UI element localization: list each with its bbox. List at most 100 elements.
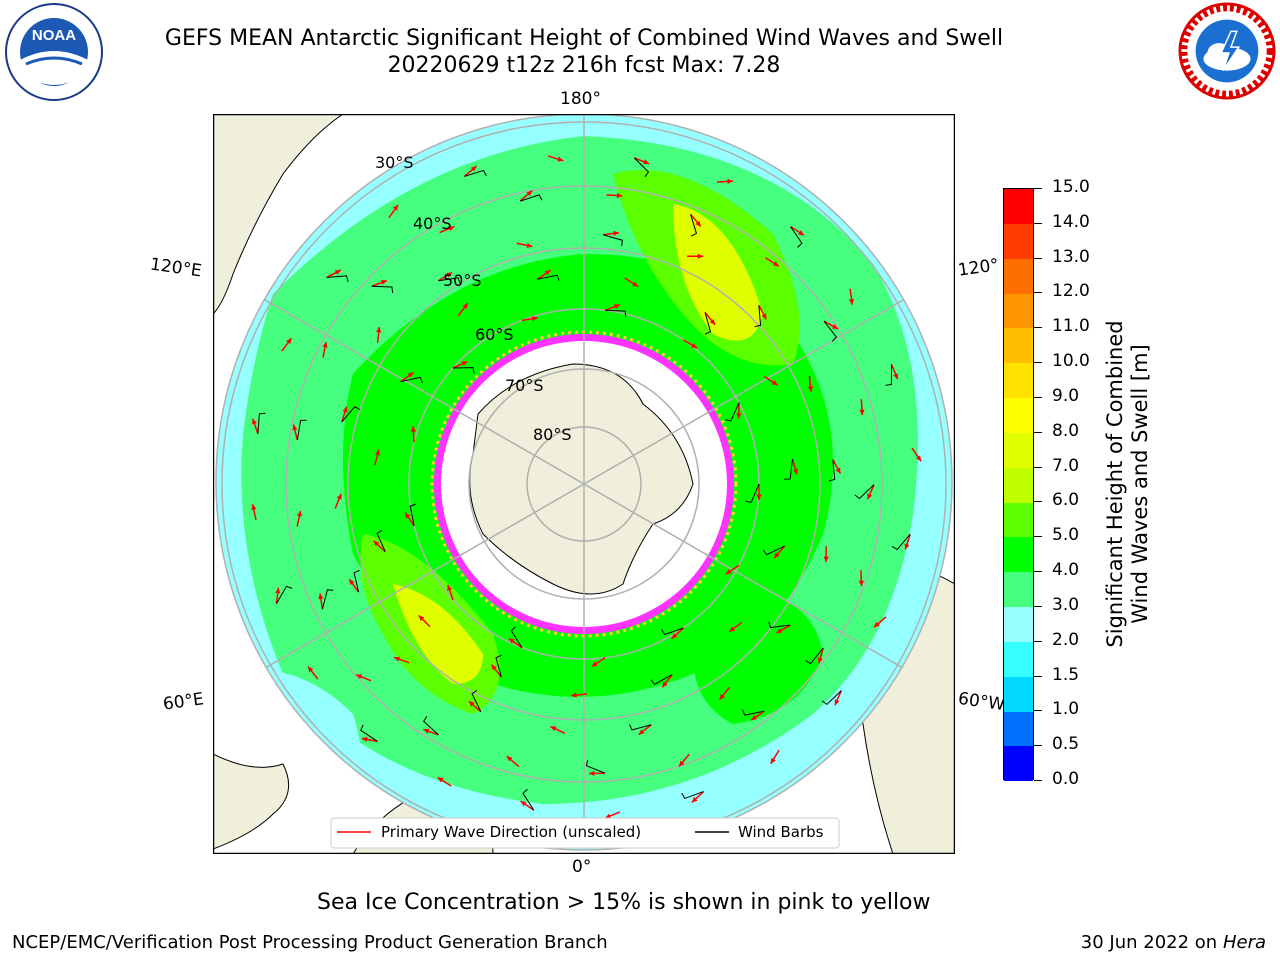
colorbar-tick <box>1034 675 1042 677</box>
wave-arrow-head <box>848 299 855 305</box>
wave-arrow-head <box>798 230 805 236</box>
nws-logo <box>1178 2 1276 100</box>
wave-arrow-head <box>807 386 814 392</box>
sea-ice-caption: Sea Ice Concentration > 15% is shown in … <box>317 890 931 915</box>
colorbar-segment <box>1004 746 1033 782</box>
wave-direction-arrows <box>251 155 922 819</box>
colorbar-tick <box>1034 327 1042 329</box>
lat-label-50s: 50°S <box>443 271 482 290</box>
lat-label-60s: 60°S <box>475 325 514 344</box>
colorbar-segment <box>1004 572 1033 608</box>
wave-arrow-head <box>776 628 783 634</box>
footer-branch: NCEP/EMC/Verification Post Processing Pr… <box>12 932 608 953</box>
wave-arrow-head <box>873 621 880 628</box>
lat-label-70s: 70°S <box>505 376 544 395</box>
wave-arrow-head <box>588 770 595 776</box>
wave-arrow-head <box>392 204 399 211</box>
legend-wave-label: Primary Wave Direction (unscaled) <box>381 823 641 841</box>
wind-barb <box>762 545 785 556</box>
colorbar-tick <box>1034 710 1042 712</box>
lat-label-80s: 80°S <box>533 425 572 444</box>
wave-arrow-head <box>893 373 899 380</box>
wave-arrow-head <box>550 726 557 732</box>
wave-arrow-head <box>506 756 513 762</box>
colorbar-tick <box>1034 466 1042 468</box>
wave-arrow-head <box>470 166 477 172</box>
wind-barb <box>495 654 502 678</box>
wind-barb <box>724 402 740 422</box>
wave-arrow-head <box>446 272 453 278</box>
wave-arrow-head <box>361 736 368 742</box>
footer-date: 30 Jun 2022 on Hera <box>1080 932 1266 953</box>
wind-barb <box>681 791 704 800</box>
wave-arrow-head <box>638 729 645 735</box>
wave-arrow-head <box>322 341 328 348</box>
wave-arrow-head <box>770 757 776 764</box>
colorbar-tick <box>1034 501 1042 503</box>
wave-arrow-head <box>591 661 598 667</box>
colorbar-tick-label: 15.0 <box>1052 177 1090 197</box>
wave-arrow-head <box>252 418 257 425</box>
wave-arrow-head <box>835 467 841 474</box>
colorbar-segment <box>1004 641 1033 677</box>
wave-arrow-head <box>725 569 732 575</box>
wind-barb <box>633 157 650 178</box>
wind-barb <box>360 724 378 742</box>
wave-arrow-head <box>709 318 716 325</box>
wind-barb <box>854 484 875 500</box>
colorbar-tick-label: 1.5 <box>1052 664 1080 685</box>
wave-arrow-head <box>318 593 324 600</box>
wave-arrow-head <box>380 280 387 285</box>
wave-arrow-head <box>771 380 778 386</box>
colorbar-tick-label: 9.0 <box>1052 385 1080 406</box>
wave-arrow-head <box>729 626 736 632</box>
wave-arrow-head <box>508 638 515 644</box>
colorbar-segment <box>1004 189 1033 224</box>
wave-arrow-head <box>491 664 497 671</box>
wave-arrow-head <box>823 556 829 563</box>
colorbar-segment <box>1004 293 1033 329</box>
colorbar-segment <box>1004 397 1033 433</box>
wave-arrow-head <box>859 409 865 416</box>
map-legend: Primary Wave Direction (unscaled) Wind B… <box>330 817 840 849</box>
colorbar-tick <box>1034 188 1042 189</box>
colorbar-segment <box>1004 363 1033 399</box>
wind-barb <box>400 376 423 384</box>
wind-barb <box>371 285 394 293</box>
wind-barb <box>828 459 836 482</box>
colorbar-tick <box>1034 292 1042 294</box>
wind-barb <box>650 674 673 686</box>
wave-arrow-head <box>915 455 922 462</box>
colorbar-segment <box>1004 676 1033 712</box>
colorbar-tick-label: 10.0 <box>1052 351 1090 372</box>
wind-barb <box>690 214 698 237</box>
wind-barb <box>296 419 307 441</box>
colorbar-segment <box>1004 467 1033 503</box>
wind-barb <box>376 529 386 552</box>
lat-label-30s: 30°S <box>375 153 414 172</box>
wind-barb <box>464 169 487 177</box>
lon-label-60e: 60°E <box>161 689 206 715</box>
wave-arrow-head <box>375 449 381 456</box>
colorbar-tick <box>1034 222 1042 224</box>
wind-barb <box>321 589 334 610</box>
wave-arrow-head <box>275 587 281 594</box>
wave-arrow-head <box>448 226 455 232</box>
wave-arrow-head <box>418 615 425 622</box>
wave-arrow-head <box>614 304 621 309</box>
wave-arrow-head <box>756 494 762 500</box>
colorbar-segment <box>1004 258 1033 294</box>
wave-arrow-head <box>292 424 298 431</box>
wave-arrow-head <box>349 579 355 586</box>
wave-arrow-head <box>356 674 363 680</box>
colorbar-tick-label: 2.0 <box>1052 629 1080 650</box>
wind-barb <box>661 627 684 636</box>
wave-arrow-head <box>679 760 685 767</box>
wave-arrow-head <box>832 324 838 329</box>
lon-label-60w: 60°W <box>956 688 1007 716</box>
wind-barb <box>257 412 266 434</box>
wind-barb <box>605 309 627 318</box>
colorbar-tick <box>1034 571 1042 573</box>
wind-barb <box>885 364 893 386</box>
wind-barb <box>522 788 535 811</box>
